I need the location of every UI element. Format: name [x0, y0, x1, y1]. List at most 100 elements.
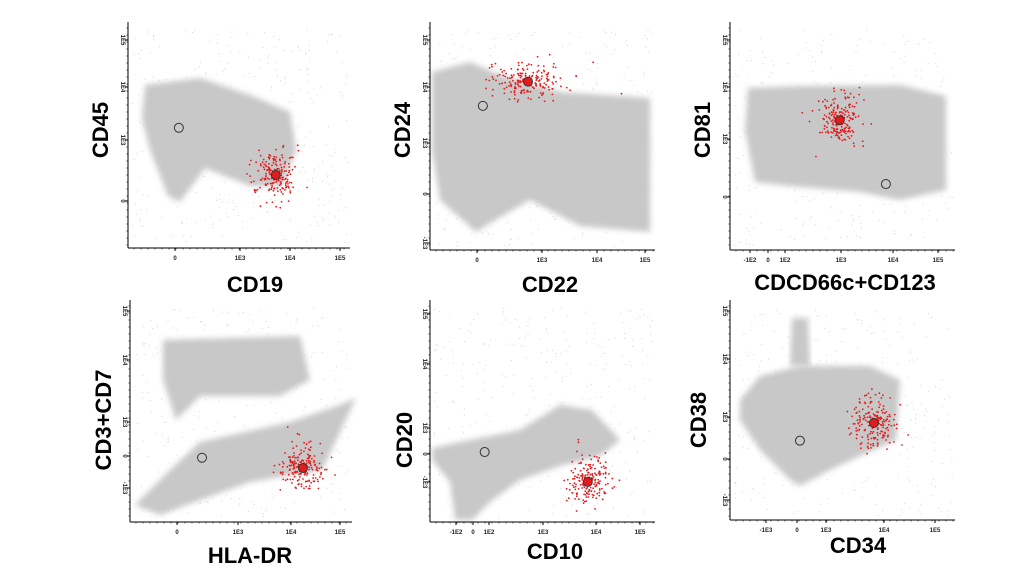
background-event: [464, 408, 465, 410]
target-event: [882, 405, 885, 407]
background-event: [289, 218, 290, 220]
target-event: [259, 163, 262, 166]
background-event: [249, 314, 251, 316]
x-tick-label: 1E4: [879, 528, 890, 534]
background-event: [895, 233, 897, 235]
target-event: [325, 468, 328, 471]
background-event: [605, 231, 607, 233]
background-event: [882, 42, 884, 44]
target-event: [280, 200, 283, 203]
target-event: [503, 92, 506, 95]
target-event: [855, 102, 858, 104]
target-event: [309, 446, 312, 449]
background-event: [610, 423, 612, 425]
background-event: [306, 241, 307, 242]
background-event: [186, 511, 188, 513]
background-event: [941, 463, 943, 464]
background-event: [826, 479, 828, 480]
target-event: [542, 65, 545, 67]
target-event: [823, 127, 826, 130]
target-event: [286, 174, 289, 177]
target-event: [280, 191, 283, 193]
background-event: [297, 45, 299, 47]
target-event: [307, 461, 310, 464]
background-event: [900, 453, 901, 455]
background-event: [906, 448, 908, 450]
target-event: [257, 169, 260, 172]
y-tick-label: 1E4: [119, 82, 125, 93]
target-event: [528, 75, 531, 77]
target-event: [886, 426, 889, 429]
target-event: [575, 495, 578, 498]
background-event: [773, 330, 775, 332]
target-event: [270, 169, 272, 172]
background-event: [606, 46, 608, 47]
target-event: [858, 93, 860, 96]
background-event: [925, 420, 927, 422]
background-event: [258, 195, 260, 197]
background-event: [233, 209, 235, 210]
target-event: [286, 478, 289, 481]
background-event: [185, 241, 187, 242]
background-event: [317, 165, 319, 167]
background-event: [642, 364, 644, 366]
background-event: [793, 239, 795, 241]
background-event: [565, 497, 567, 499]
background-event: [138, 53, 140, 55]
background-event: [602, 368, 604, 370]
target-event: [882, 411, 884, 414]
background-event: [328, 212, 330, 214]
background-event: [185, 77, 187, 79]
background-event: [524, 423, 526, 425]
target-event: [848, 104, 850, 107]
background-event: [193, 428, 195, 430]
target-event: [282, 193, 284, 195]
background-event: [804, 47, 806, 49]
target-event: [870, 430, 872, 433]
background-event: [167, 442, 169, 444]
target-event: [591, 477, 594, 480]
target-event: [593, 455, 596, 458]
target-event: [585, 491, 588, 494]
target-event: [587, 496, 590, 498]
target-event: [265, 184, 268, 187]
target-event: [871, 388, 873, 391]
background-event: [339, 492, 341, 494]
background-event: [245, 331, 247, 333]
target-event: [870, 437, 873, 440]
background-event: [922, 218, 924, 219]
target-event: [594, 508, 596, 510]
y-tick-label: 1E5: [421, 35, 427, 46]
target-event: [595, 497, 598, 499]
target-event: [517, 73, 519, 75]
target-event: [869, 402, 872, 404]
y-tick-label: 1E4: [121, 355, 127, 366]
target-event: [294, 456, 296, 459]
background-event: [594, 332, 596, 334]
background-event: [321, 318, 323, 320]
target-event: [545, 73, 548, 76]
target-event: [576, 476, 578, 479]
background-event: [902, 511, 904, 513]
target-population-events: [801, 86, 873, 158]
background-event: [566, 515, 568, 517]
background-event: [146, 382, 148, 384]
target-event: [581, 477, 584, 480]
target-event: [872, 413, 875, 415]
background-event: [510, 360, 512, 361]
target-event: [581, 458, 584, 461]
target-event: [309, 460, 312, 463]
target-event: [268, 171, 271, 174]
target-event: [853, 113, 856, 115]
target-event: [596, 456, 598, 458]
background-event: [341, 97, 343, 99]
background-event: [650, 33, 652, 35]
background-event: [226, 311, 228, 313]
background-event: [333, 511, 335, 513]
target-event: [882, 422, 884, 425]
background-event: [643, 71, 645, 73]
target-event: [581, 473, 584, 475]
target-event: [506, 77, 509, 79]
target-event: [281, 187, 284, 189]
background-event: [276, 188, 277, 190]
